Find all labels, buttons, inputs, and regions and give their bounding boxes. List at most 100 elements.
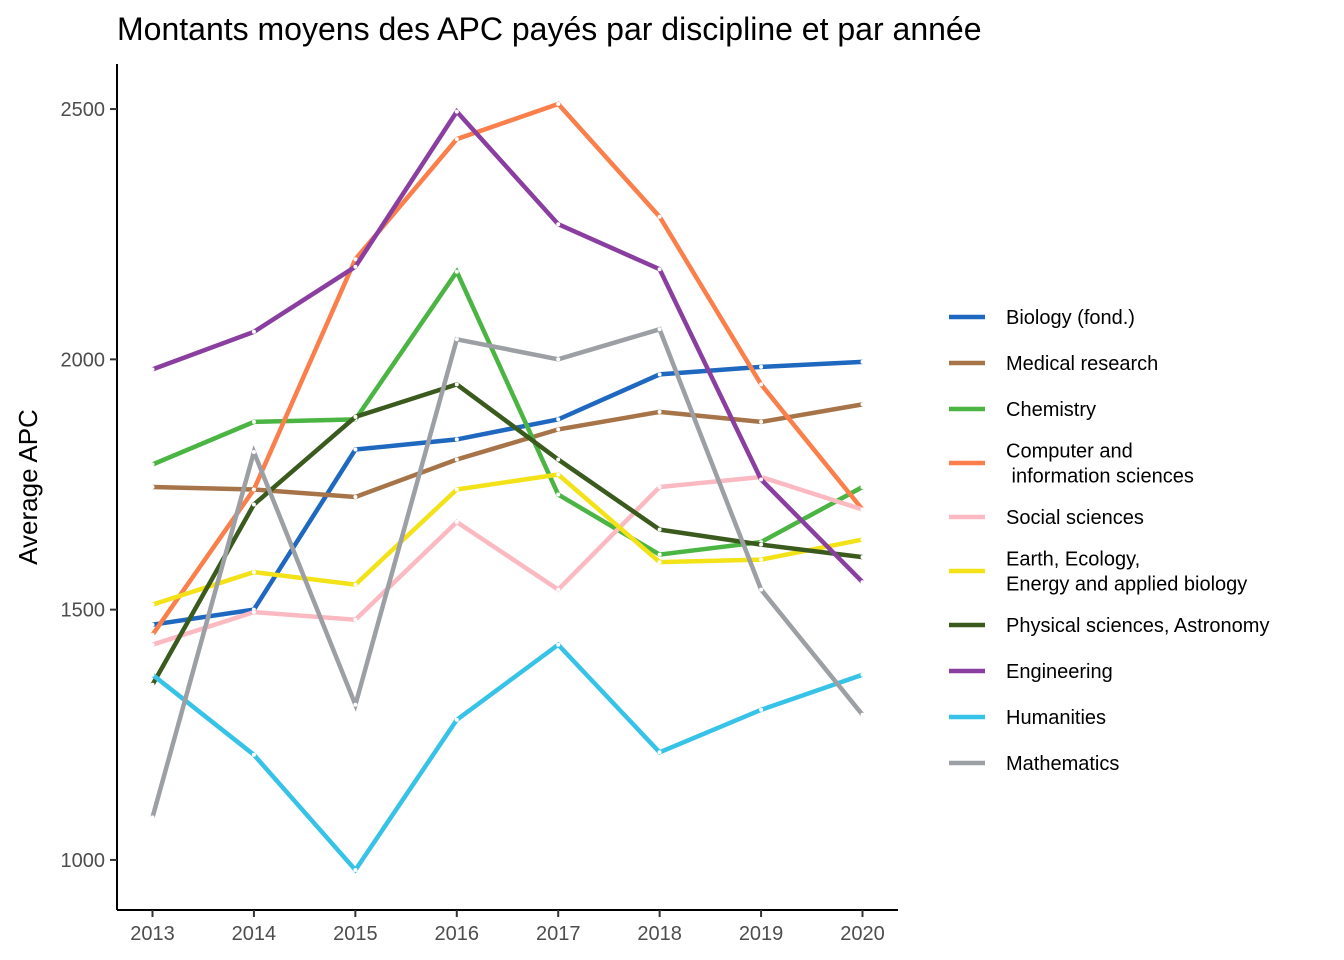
- y-tick-label: 2500: [61, 99, 106, 121]
- legend-label-8: Engineering: [1006, 661, 1113, 683]
- x-tick-label: 2013: [130, 923, 175, 945]
- data-point: [353, 617, 358, 622]
- data-point: [150, 642, 155, 647]
- data-point: [759, 707, 764, 712]
- data-point: [353, 414, 358, 419]
- x-tick-label: 2016: [435, 923, 480, 945]
- legend-label-10: Mathematics: [1006, 753, 1119, 775]
- y-tick-label: 2000: [61, 349, 106, 371]
- data-point: [759, 542, 764, 547]
- x-tick-label: 2015: [333, 923, 378, 945]
- series-line-10: [150, 326, 865, 819]
- data-point: [759, 382, 764, 387]
- data-point: [454, 520, 459, 524]
- data-point: [657, 214, 662, 219]
- x-tick-label: 2019: [739, 923, 784, 945]
- data-point: [657, 552, 662, 557]
- data-point: [556, 457, 561, 462]
- y-axis-title: Average APC: [13, 409, 43, 565]
- data-point: [454, 457, 459, 462]
- axes: 1000 1500 2000 2500 2013 2014 2015 2016 2017 2018…: [61, 64, 898, 945]
- data-point: [150, 632, 155, 637]
- data-point: [860, 359, 865, 364]
- data-point: [860, 537, 865, 542]
- series-line-5: [151, 474, 864, 647]
- data-point: [251, 570, 256, 575]
- data-point: [657, 560, 662, 565]
- data-point: [251, 487, 256, 492]
- data-point: [556, 427, 561, 432]
- data-point: [150, 815, 155, 820]
- legend-label-2: Medical research: [1006, 353, 1158, 375]
- data-point: [150, 672, 155, 677]
- series-line-4: [150, 101, 865, 636]
- legend-label-7: Physical sciences, Astronomy: [1006, 615, 1269, 637]
- data-point: [353, 495, 358, 499]
- data-point: [657, 267, 662, 272]
- data-point: [454, 487, 459, 492]
- data-point: [556, 417, 561, 422]
- data-point: [860, 402, 865, 407]
- x-tick-label: 2014: [232, 923, 277, 945]
- x-tick-label: 2020: [840, 923, 885, 945]
- data-point: [759, 557, 764, 562]
- data-point: [860, 672, 865, 677]
- data-point: [657, 409, 662, 414]
- data-point: [150, 367, 155, 372]
- data-point: [251, 329, 256, 334]
- data-point: [150, 682, 155, 687]
- data-point: [556, 357, 561, 362]
- x-tick-label: 2018: [637, 923, 682, 945]
- series-line-9: [151, 641, 864, 874]
- legend-label-1: Biology (fond.): [1006, 307, 1135, 329]
- data-point: [454, 437, 459, 442]
- data-point: [454, 137, 459, 142]
- data-point: [860, 712, 865, 717]
- data-point: [251, 419, 256, 424]
- data-point: [353, 264, 358, 269]
- series-line-3: [151, 267, 864, 557]
- data-point: [150, 622, 155, 627]
- data-point: [860, 555, 865, 560]
- y-tick-label: 1500: [61, 600, 106, 622]
- data-point: [353, 702, 358, 707]
- legend-label-3: Chemistry: [1006, 399, 1096, 421]
- data-point: [150, 602, 155, 607]
- series-line-8: [151, 107, 865, 584]
- data-point: [860, 580, 865, 585]
- data-point: [860, 507, 865, 512]
- data-point: [251, 450, 256, 454]
- data-point: [556, 492, 561, 497]
- legend-label-9: Humanities: [1006, 707, 1106, 729]
- legend: Biology (fond.) Medical research Chemistry…: [949, 307, 1269, 775]
- data-point: [759, 419, 764, 424]
- data-point: [454, 109, 459, 114]
- series-line-1: [152, 359, 863, 627]
- x-tick-label: 2017: [536, 923, 581, 945]
- data-point: [353, 868, 358, 872]
- data-point: [759, 364, 764, 369]
- data-point: [657, 327, 662, 332]
- data-point: [556, 102, 561, 106]
- data-point: [251, 752, 256, 757]
- data-point: [759, 587, 764, 592]
- data-point: [657, 750, 662, 755]
- y-tick-label: 1000: [61, 850, 106, 872]
- legend-label-5: Social sciences: [1006, 507, 1144, 529]
- data-point: [657, 485, 662, 489]
- legend-label-6: Earth, Ecology, Energy and applied biolog…: [1006, 549, 1247, 596]
- data-point: [251, 502, 256, 507]
- data-point: [556, 587, 561, 592]
- data-point: [556, 472, 561, 477]
- data-point: [454, 337, 459, 342]
- data-point: [556, 222, 561, 227]
- plot-area: [150, 101, 865, 874]
- data-point: [657, 372, 662, 377]
- data-point: [353, 257, 358, 262]
- data-point: [353, 582, 358, 587]
- legend-label-4: Computer and information sciences: [1006, 441, 1194, 488]
- data-point: [454, 717, 459, 722]
- series-line-6: [151, 472, 863, 607]
